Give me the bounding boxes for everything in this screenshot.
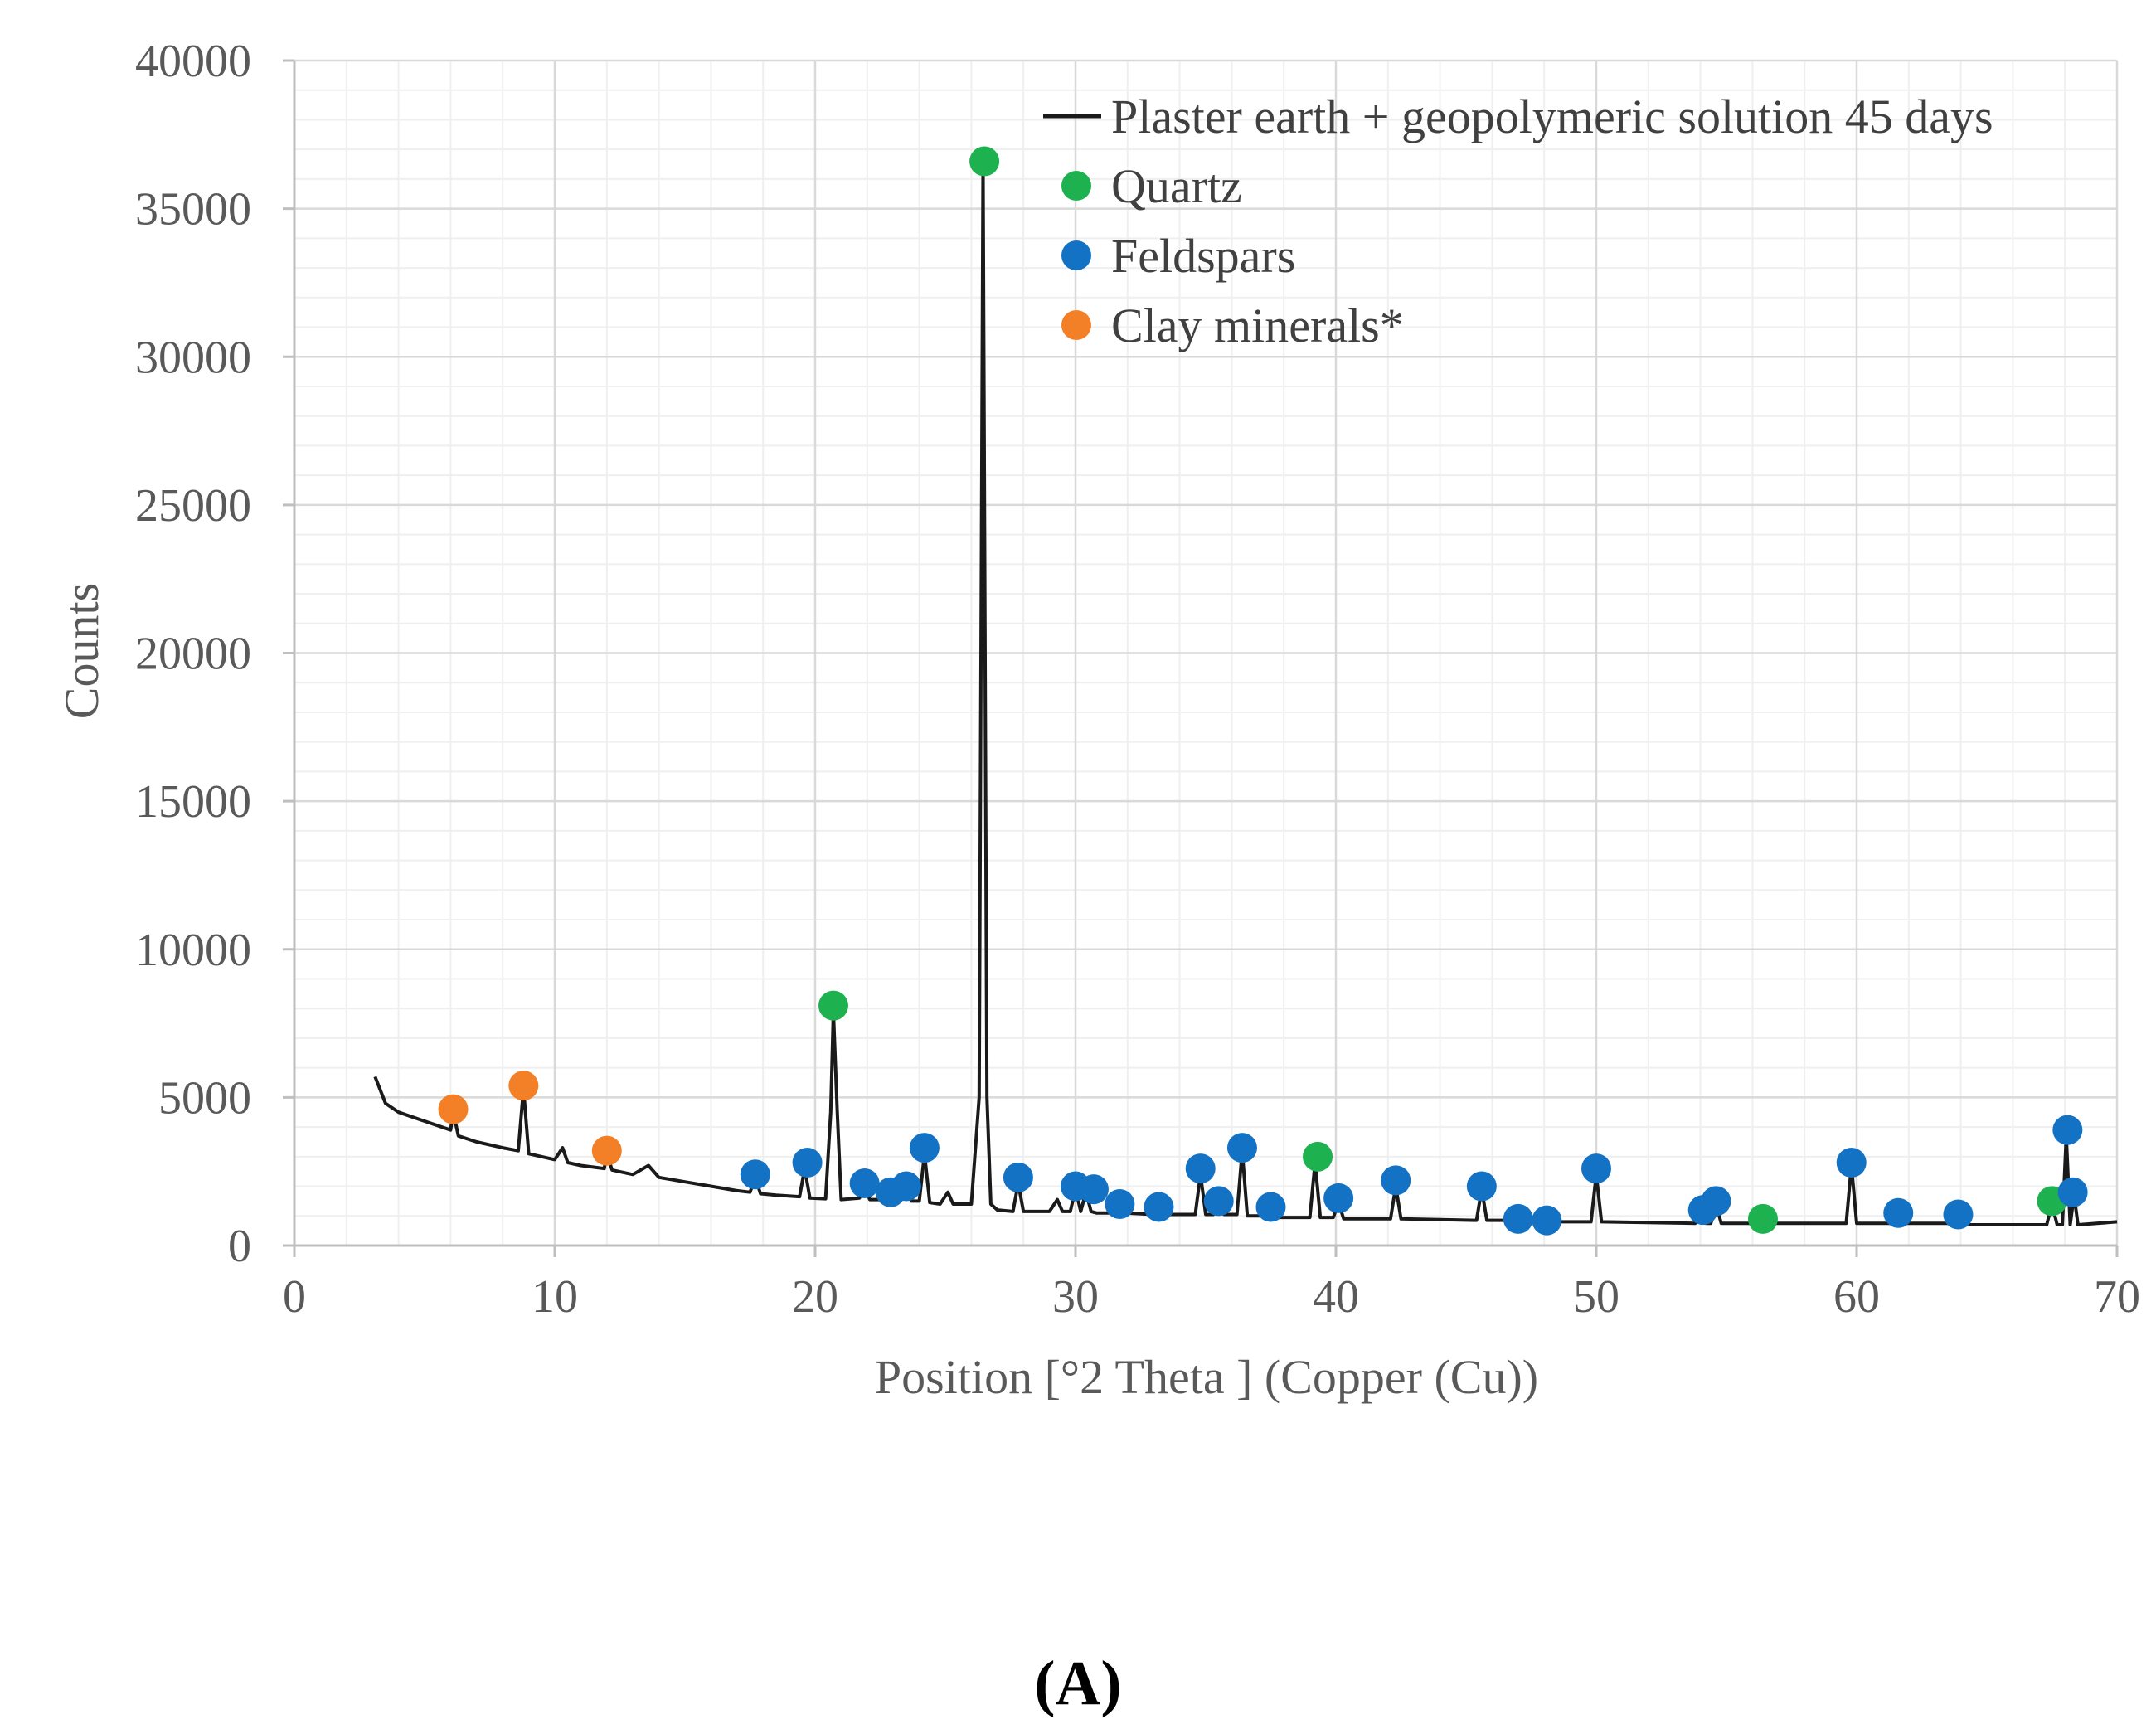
- y-tick-label: 20000: [135, 629, 251, 680]
- feldspars-marker: [1503, 1203, 1533, 1234]
- legend-label-feldspars: Feldspars: [1111, 229, 1295, 283]
- x-tick-label: 0: [283, 1271, 306, 1323]
- y-tick-label: 30000: [135, 332, 251, 383]
- x-tick-label: 60: [1833, 1271, 1880, 1323]
- clay-minerals-marker: [508, 1071, 539, 1101]
- feldspars-marker: [2052, 1115, 2083, 1145]
- feldspars-marker: [1466, 1171, 1497, 1202]
- clay-minerals-marker: [438, 1094, 469, 1124]
- x-axis-title: Position [°2 Theta ] (Copper (Cu)): [875, 1350, 1538, 1404]
- legend: Plaster earth + geopolymeric solution 45…: [1043, 90, 1993, 352]
- feldspars-marker: [849, 1168, 880, 1198]
- feldspars-marker: [1203, 1186, 1234, 1217]
- legend-feldspars-swatch: [1061, 240, 1091, 270]
- clay-minerals-marker: [591, 1135, 622, 1166]
- x-tick-label: 10: [532, 1271, 578, 1323]
- x-tick-label: 30: [1052, 1271, 1099, 1323]
- feldspars-marker: [1144, 1192, 1174, 1222]
- y-axis-ticks: 0 5000 10000 15000 20000 25000 30000 35000 40000: [135, 36, 294, 1272]
- feldspars-marker: [1105, 1188, 1135, 1219]
- x-tick-label: 70: [2094, 1271, 2140, 1323]
- feldspars-marker: [1381, 1165, 1411, 1196]
- feldspars-marker: [1943, 1199, 1974, 1230]
- feldspars-marker: [1883, 1197, 1914, 1228]
- legend-quartz-swatch: [1061, 171, 1091, 201]
- feldspars-marker: [1836, 1147, 1867, 1178]
- legend-clay-minerals-swatch: [1061, 310, 1091, 340]
- feldspars-marker: [1226, 1133, 1257, 1163]
- feldspars-marker: [1532, 1205, 1562, 1236]
- feldspars-marker: [891, 1171, 921, 1202]
- y-axis-title: Counts: [55, 583, 109, 719]
- y-tick-label: 15000: [135, 776, 251, 828]
- x-tick-label: 40: [1313, 1271, 1359, 1323]
- y-tick-label: 0: [228, 1221, 251, 1272]
- quartz-marker: [969, 146, 1000, 177]
- feldspars-marker: [740, 1159, 770, 1190]
- feldspars-marker: [1003, 1162, 1033, 1192]
- quartz-marker: [818, 990, 848, 1021]
- feldspars-marker: [1323, 1183, 1354, 1213]
- legend-label-quartz: Quartz: [1111, 159, 1242, 213]
- quartz-marker: [1303, 1141, 1333, 1172]
- legend-label-clay-minerals: Clay minerals*: [1111, 299, 1404, 352]
- y-tick-label: 40000: [135, 36, 251, 87]
- quartz-marker: [1747, 1203, 1778, 1234]
- x-tick-label: 50: [1573, 1271, 1619, 1323]
- feldspars-marker: [1701, 1186, 1731, 1217]
- y-tick-label: 10000: [135, 925, 251, 976]
- x-tick-label: 20: [792, 1271, 838, 1323]
- legend-label-plaster-earth-geopolymeric-solution-45-days: Plaster earth + geopolymeric solution 45…: [1111, 90, 1993, 143]
- feldspars-marker: [1581, 1153, 1611, 1184]
- feldspars-marker: [1255, 1192, 1286, 1222]
- feldspars-marker: [792, 1147, 823, 1178]
- y-tick-label: 5000: [158, 1072, 251, 1124]
- x-axis-ticks: 0 10 20 30 40 50 60 70: [283, 1246, 2140, 1323]
- figure-caption: (A): [1034, 1649, 1122, 1718]
- feldspars-marker: [1078, 1174, 1109, 1205]
- feldspars-marker: [2057, 1177, 2088, 1207]
- phase-markers: [438, 146, 2088, 1236]
- y-tick-label: 25000: [135, 480, 251, 532]
- y-tick-label: 35000: [135, 184, 251, 236]
- feldspars-marker: [909, 1133, 940, 1163]
- feldspars-marker: [1185, 1153, 1216, 1184]
